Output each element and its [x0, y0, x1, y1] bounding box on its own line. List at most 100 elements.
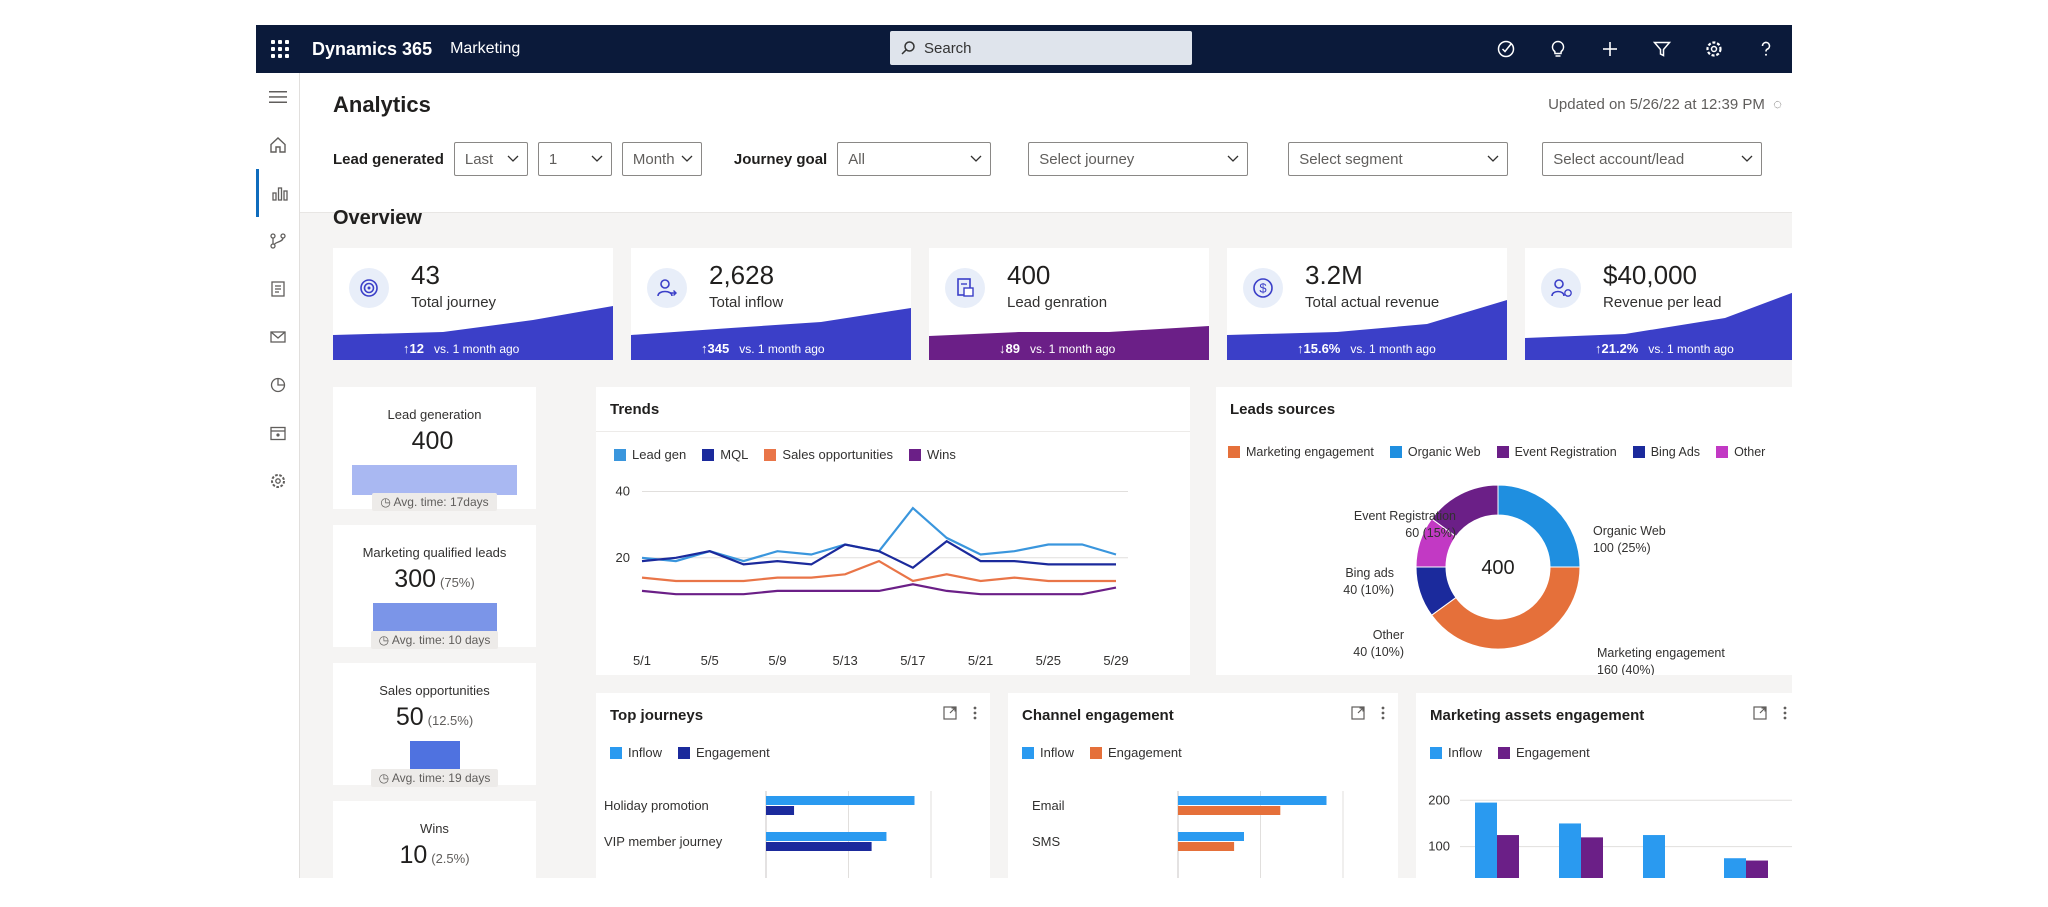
bar[interactable]	[1724, 858, 1746, 878]
more-options-icon[interactable]	[1380, 705, 1386, 721]
last-dropdown[interactable]: Last	[453, 142, 528, 176]
legend-item[interactable]: Other	[1716, 445, 1765, 459]
email-icon[interactable]	[256, 313, 300, 361]
help-icon[interactable]	[1740, 25, 1792, 73]
series-line[interactable]	[641, 559, 1116, 583]
kpi-delta-value: ↑12	[403, 341, 424, 356]
legend-item[interactable]: Sales opportunities	[764, 447, 893, 462]
task-icon[interactable]	[1480, 25, 1532, 73]
bar[interactable]	[1497, 835, 1519, 878]
kpi-compare: vs. 1 month ago	[739, 341, 825, 356]
bar[interactable]	[1178, 832, 1244, 841]
brand-name[interactable]: Dynamics 365	[312, 38, 433, 59]
app-launcher-button[interactable]	[256, 25, 304, 73]
menu-icon[interactable]	[256, 73, 300, 121]
funnel-card[interactable]: Lead generation 400 ◷ Avg. time: 17days	[333, 387, 536, 511]
legend-item[interactable]: Inflow	[1430, 745, 1482, 760]
bar[interactable]	[766, 806, 795, 815]
legend-item[interactable]: Marketing engagement	[1228, 445, 1374, 459]
plus-icon[interactable]	[1584, 25, 1636, 73]
kpi-delta-number: 21.2%	[1601, 341, 1639, 356]
refresh-icon[interactable]: ◌	[1773, 96, 1782, 113]
bar[interactable]	[1475, 802, 1497, 878]
legend-item[interactable]: Engagement	[1497, 745, 1590, 760]
module-name[interactable]: Marketing	[450, 40, 521, 57]
legend-item[interactable]: Engagement	[677, 745, 770, 760]
kpi-card[interactable]: 43 Total journey ↑12 vs. 1 month ago	[333, 248, 613, 360]
donut-slice[interactable]	[1497, 484, 1581, 568]
bar[interactable]	[766, 796, 915, 805]
lightbulb-icon[interactable]	[1532, 25, 1584, 73]
kpi-trend-area	[929, 326, 1209, 360]
bar[interactable]	[766, 832, 887, 841]
kpi-compare: vs. 1 month ago	[1350, 341, 1436, 356]
waffle-icon	[271, 40, 289, 58]
funnel-card[interactable]: Marketing qualified leads 300 (75%) ◷ Avg. …	[333, 525, 536, 649]
kpi-delta: ↑15.6% vs. 1 month ago	[1297, 341, 1436, 356]
kpi-delta-number: 89	[1005, 341, 1020, 356]
legend-swatch	[1430, 746, 1442, 759]
y-tick-label: 200	[1428, 792, 1450, 807]
bar[interactable]	[1643, 835, 1665, 878]
more-options-icon[interactable]	[972, 705, 978, 721]
kpi-value: 3.2M	[1305, 260, 1363, 290]
search-input[interactable]: Search	[890, 31, 1192, 65]
donut-slice[interactable]	[1430, 484, 1499, 538]
legend-item[interactable]: Inflow	[610, 745, 662, 760]
forms-icon[interactable]	[256, 265, 300, 313]
legend-item[interactable]: Engagement	[1089, 745, 1182, 760]
journey-goal-dropdown[interactable]: All	[837, 142, 992, 176]
kpi-card[interactable]: $3.2M Total actual revenue ↑15.6% vs. 1 mon…	[1227, 248, 1507, 360]
more-options-icon[interactable]	[1782, 705, 1788, 721]
kpi-card[interactable]: $40,000 Revenue per lead ↑21.2% vs. 1 month…	[1525, 248, 1792, 360]
select-account-dropdown[interactable]: Select account/lead	[1542, 142, 1763, 176]
home-icon[interactable]	[256, 121, 300, 169]
bar[interactable]	[1178, 806, 1281, 815]
kpi-card[interactable]: 400 Lead genration ↓89 vs. 1 month ago	[929, 248, 1209, 360]
legend-item[interactable]: Wins	[908, 447, 956, 462]
lead-document-icon	[945, 268, 985, 308]
funnel-card[interactable]: Wins 10 (2.5%)	[333, 801, 536, 878]
bar[interactable]	[766, 842, 872, 851]
x-tick-label: 5/21	[968, 653, 993, 668]
period-dropdown[interactable]: Month	[621, 142, 702, 176]
bar[interactable]	[1581, 837, 1603, 878]
legend-item[interactable]: Lead gen	[614, 447, 686, 462]
bar[interactable]	[1178, 796, 1327, 805]
funnel-title: Lead generation	[387, 407, 482, 422]
series-line[interactable]	[641, 539, 1116, 569]
kpi-label: Total inflow	[709, 294, 784, 311]
panel-actions	[942, 705, 978, 721]
kpi-card[interactable]: 2,628 Total inflow ↑345 vs. 1 month ago	[631, 248, 911, 360]
select-journey-dropdown[interactable]: Select journey	[1028, 142, 1249, 176]
y-tick-label: 100	[1428, 839, 1450, 854]
filter-icon[interactable]	[1636, 25, 1688, 73]
journey-icon[interactable]	[256, 217, 300, 265]
legend-item[interactable]: Event Registration	[1496, 445, 1617, 459]
slice-label-value: 100 (25%)	[1593, 541, 1651, 555]
lead-sources-title: Leads sources	[1230, 401, 1336, 418]
legend-item[interactable]: Organic Web	[1389, 445, 1481, 459]
bar[interactable]	[1746, 860, 1768, 878]
expand-icon[interactable]	[1350, 705, 1366, 721]
marketing-assets-chart: 100 200	[1428, 792, 1792, 878]
segments-icon[interactable]	[256, 361, 300, 409]
series-line[interactable]	[641, 583, 1117, 596]
y-tick-label: 40	[616, 484, 630, 499]
bar[interactable]	[1178, 842, 1235, 851]
analytics-icon[interactable]	[256, 169, 300, 217]
donut-slice[interactable]	[1430, 566, 1581, 650]
legend-item[interactable]: Inflow	[1022, 745, 1074, 760]
bar[interactable]	[1559, 823, 1581, 878]
events-icon[interactable]	[256, 409, 300, 457]
expand-icon[interactable]	[942, 705, 958, 721]
expand-icon[interactable]	[1752, 705, 1768, 721]
legend-item[interactable]: MQL	[702, 447, 748, 462]
settings-icon[interactable]	[256, 457, 300, 505]
count-dropdown[interactable]: 1	[537, 142, 612, 176]
select-segment-dropdown[interactable]: Select segment	[1288, 142, 1509, 176]
app-window: Dynamics 365 Marketing Search Analytics …	[256, 25, 1792, 878]
funnel-card[interactable]: Sales opportunities 50 (12.5%) ◷ Avg. time:…	[333, 663, 536, 787]
legend-item[interactable]: Bing Ads	[1632, 445, 1700, 459]
settings-icon[interactable]	[1688, 25, 1740, 73]
